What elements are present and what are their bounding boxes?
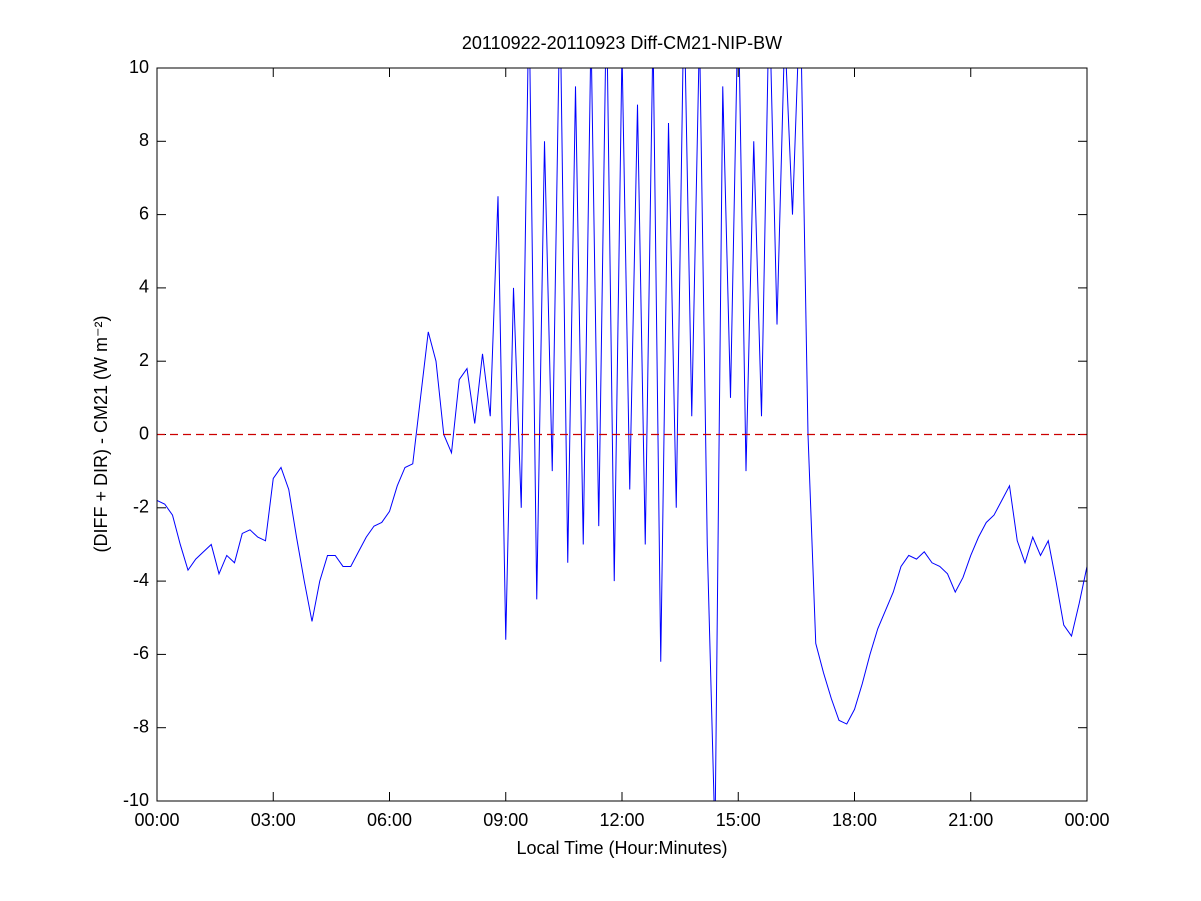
x-tick-label: 15:00: [716, 810, 761, 830]
y-tick-label: -2: [133, 497, 149, 517]
plot-frame: [156, 67, 1088, 802]
y-tick-label: 6: [139, 203, 149, 223]
x-tick-label: 21:00: [948, 810, 993, 830]
x-tick-label: 00:00: [134, 810, 179, 830]
y-tick-label: -10: [123, 790, 149, 810]
x-tick-label: 18:00: [832, 810, 877, 830]
y-tick-label: 10: [129, 57, 149, 77]
y-tick-label: 2: [139, 350, 149, 370]
y-tick-label: -6: [133, 643, 149, 663]
x-tick-label: 03:00: [251, 810, 296, 830]
y-axis-label: (DIFF + DIR) - CM21 (W m⁻²): [91, 316, 111, 553]
data-line: [157, 68, 1087, 801]
y-tick-label: -4: [133, 570, 149, 590]
chart-title: 20110922-20110923 Diff-CM21-NIP-BW: [462, 33, 782, 53]
x-tick-label: 06:00: [367, 810, 412, 830]
y-tick-label: 0: [139, 423, 149, 443]
y-tick-label: 8: [139, 130, 149, 150]
x-tick-label: 00:00: [1064, 810, 1109, 830]
y-tick-label: 4: [139, 277, 149, 297]
x-tick-label: 12:00: [599, 810, 644, 830]
x-tick-label: 09:00: [483, 810, 528, 830]
y-tick-label: -8: [133, 716, 149, 736]
x-axis-label: Local Time (Hour:Minutes): [516, 838, 727, 858]
